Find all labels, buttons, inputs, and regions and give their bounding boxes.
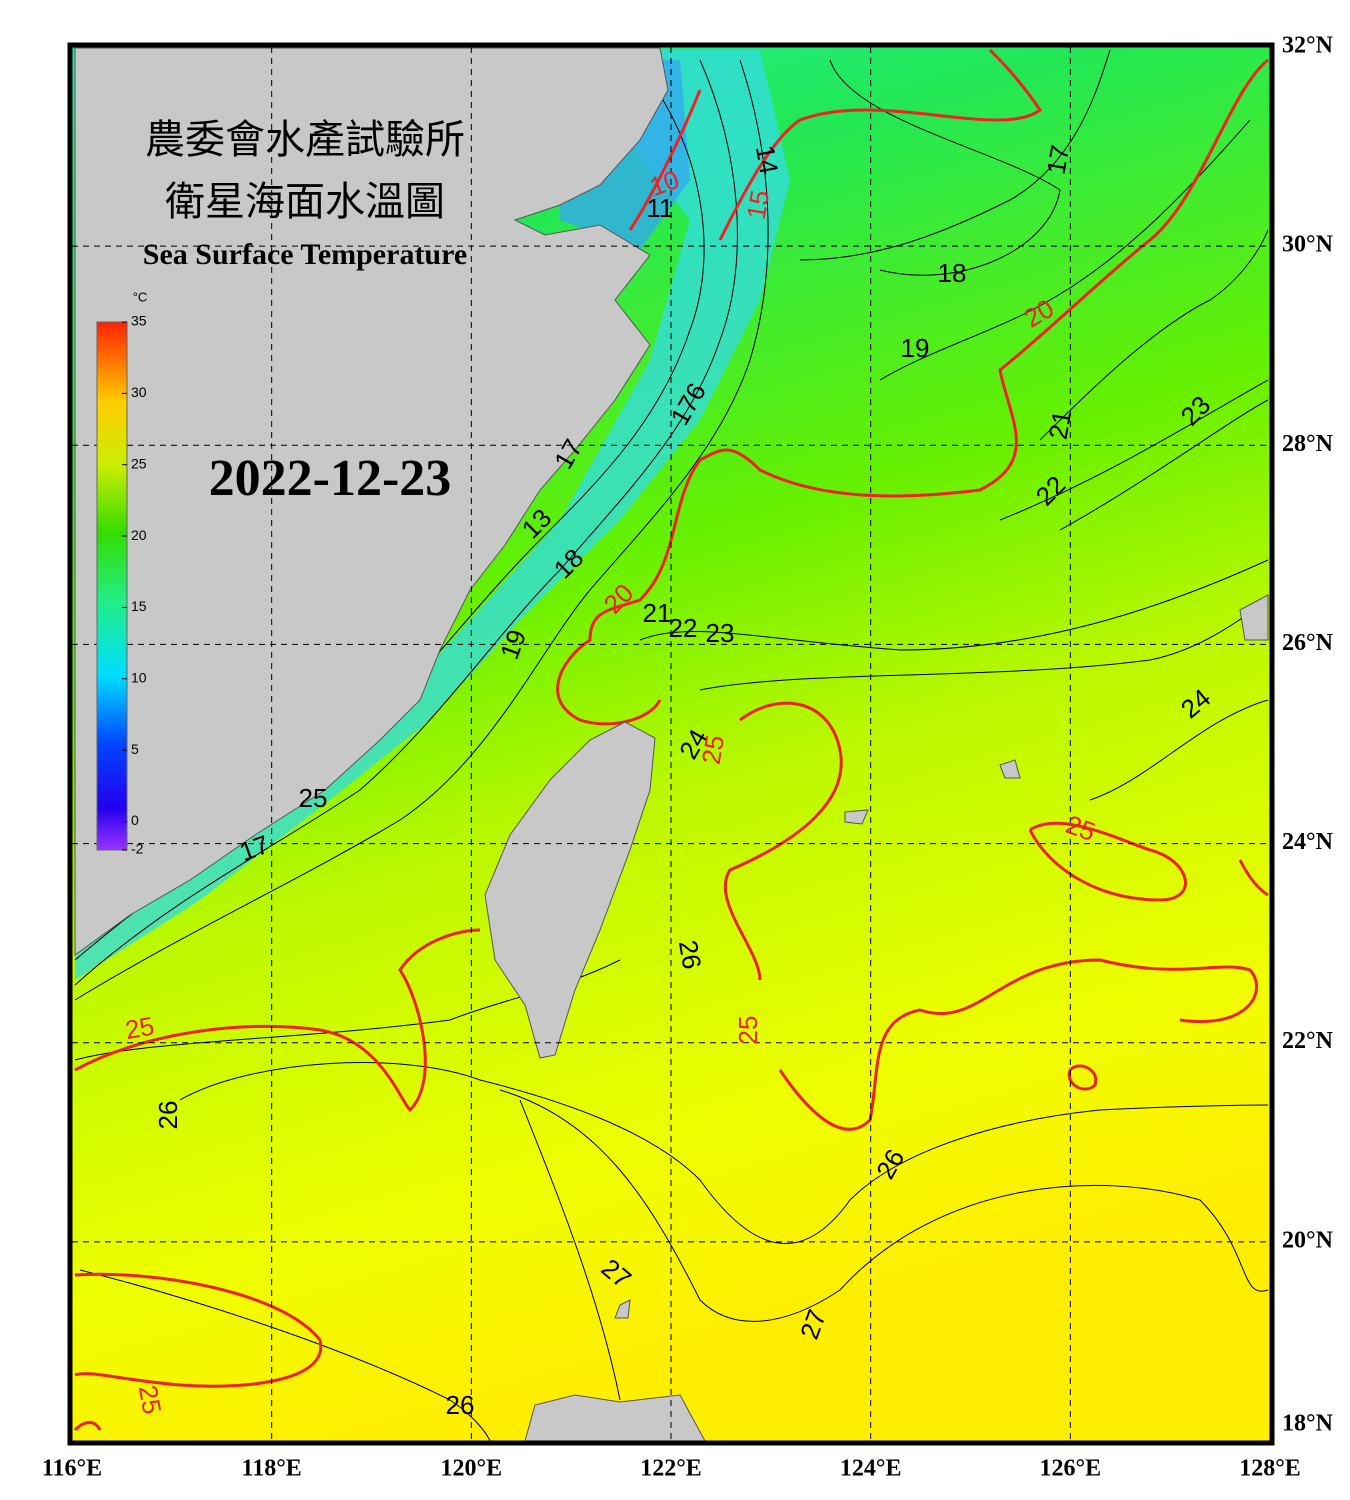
isotherm (639, 559, 1269, 651)
isotherm (699, 599, 1269, 691)
colorbar (96, 321, 128, 851)
colorbar-tick-label: 35 (131, 313, 147, 329)
isotherm-label: 26 (446, 1390, 475, 1420)
lon-label: 122°E (640, 1456, 702, 1482)
map-frame (67, 42, 1275, 1446)
isotherm-label: 26 (153, 1101, 183, 1130)
colorbar-tick-label: 0 (131, 812, 139, 828)
isotherm-label: 11 (647, 193, 674, 223)
isotherm-label: 17 (1041, 143, 1076, 177)
isotherm (999, 379, 1269, 521)
isotherm-25-step (778, 958, 1258, 1131)
isotherm (79, 1269, 491, 1441)
isotherm (499, 1089, 1269, 1322)
land-taiwan (484, 721, 656, 1059)
isotherm-label-red: 25 (123, 1011, 157, 1046)
isotherm-label-red: 25 (733, 1016, 763, 1045)
isotherm (519, 1099, 621, 1401)
isotherm-25-step (73, 1421, 102, 1432)
colorbar-tick-label: 15 (131, 598, 147, 614)
lon-label: 124°E (840, 1456, 902, 1482)
isotherm-label: 26 (673, 938, 708, 972)
lat-label: 20°N (1282, 1227, 1334, 1253)
isotherm-label-red: 25 (133, 1383, 168, 1417)
isotherm-25-step (74, 1272, 323, 1388)
isotherm (74, 59, 769, 1001)
lat-label: 30°N (1282, 232, 1334, 258)
isotherm (1039, 229, 1269, 441)
isotherm-25-step (556, 58, 1269, 726)
isotherm-label: 25 (299, 783, 328, 813)
isotherm (1059, 399, 1269, 531)
date: 2022-12-23 (209, 450, 452, 507)
land-luzon (524, 1394, 706, 1441)
isotherm (1089, 699, 1269, 801)
isotherm-label: 14 (750, 143, 785, 177)
lon-label: 118°E (242, 1456, 302, 1482)
land-mainland (74, 47, 669, 956)
title-zh: 農委會水產試驗所 (145, 117, 465, 163)
isotherm-25-step (1238, 859, 1269, 897)
isotherm-label: 23 (706, 618, 735, 648)
isotherm-25-step (1067, 1064, 1098, 1091)
isotherm-25-step (74, 928, 481, 1113)
colorbar-tick-label: -2 (131, 841, 144, 857)
colorbar-tick-label: 20 (131, 527, 147, 543)
colorbar-tick-label: 25 (131, 455, 147, 471)
colorbar-unit: °C (133, 289, 148, 304)
lat-label: 28°N (1282, 431, 1334, 457)
isotherm (829, 59, 1061, 276)
lat-label: 18°N (1282, 1411, 1334, 1437)
isotherm-25-step (628, 89, 702, 231)
lat-label: 24°N (1282, 829, 1334, 855)
lon-label: 120°E (441, 1456, 503, 1482)
isotherm-25-step (1028, 821, 1187, 902)
isotherm-label: 21 (643, 598, 672, 628)
land-islands (614, 594, 1269, 1319)
lon-label: 128°E (1239, 1456, 1301, 1482)
lon-label: 126°E (1040, 1456, 1102, 1482)
colorbar-tick-label: 30 (131, 384, 147, 400)
isotherm-label: 18 (938, 258, 967, 288)
isotherm-25-step (723, 701, 843, 981)
isotherm-label: 22 (669, 613, 698, 643)
colorbar-tick-label: 10 (131, 669, 147, 685)
isotherm-25-step (718, 48, 1043, 241)
lat-label: 26°N (1282, 630, 1334, 656)
isotherm (179, 1062, 1269, 1245)
lon-label: 116°E (42, 1456, 102, 1482)
colorbar-tick-label: 5 (131, 741, 139, 757)
isotherm-label: 21 (1043, 408, 1078, 442)
isotherm (74, 59, 738, 986)
lat-label: 22°N (1282, 1028, 1334, 1054)
subtitle-zh: 衛星海面水溫圖 (165, 179, 445, 225)
lat-label: 32°N (1282, 33, 1334, 59)
isotherm-label: 19 (901, 333, 930, 363)
isotherm-label-red: 25 (696, 733, 731, 767)
isotherm-label-red: 15 (741, 188, 776, 222)
title-en: Sea Surface Temperature (143, 238, 467, 271)
isotherm (799, 49, 1111, 261)
coastal-cold-water (75, 50, 790, 980)
